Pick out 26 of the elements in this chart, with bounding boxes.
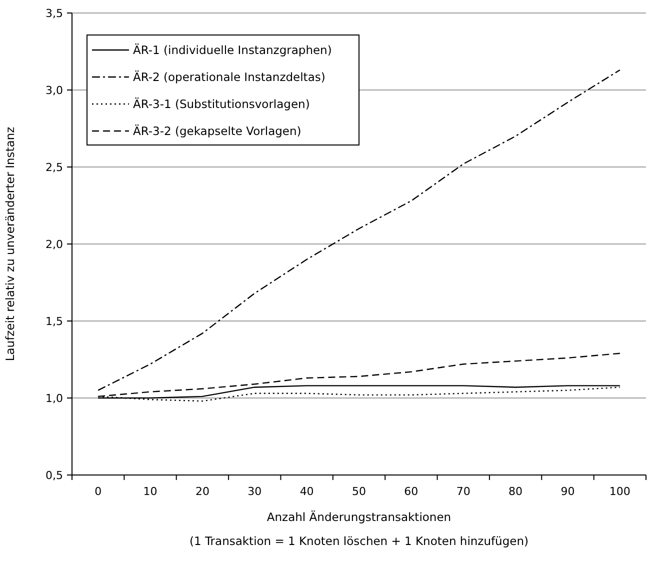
y-tick-label: 2,5: [46, 160, 63, 174]
x-tick-label: 70: [456, 485, 470, 498]
y-tick-label: 2,0: [46, 238, 63, 251]
y-tick-label: 3,5: [46, 6, 63, 20]
y-tick-label: 3,0: [46, 84, 63, 97]
legend-label: ÄR-3-1 (Substitutionsvorlagen): [133, 97, 310, 112]
legend-label: ÄR-2 (operationale Instanzdeltas): [133, 70, 326, 84]
x-tick-label: 10: [143, 485, 158, 498]
y-tick-label: 0,5: [46, 468, 63, 482]
x-tick-label: 20: [195, 485, 210, 498]
x-tick-label: 80: [508, 485, 523, 498]
x-tick-label: 50: [352, 485, 366, 498]
x-tick-label: 100: [609, 485, 630, 498]
y-tick-label: 1,5: [46, 314, 63, 328]
x-tick-label: 40: [300, 485, 314, 498]
x-tick-label: 30: [248, 485, 262, 498]
x-tick-label: 60: [404, 485, 418, 498]
y-axis-title: Laufzeit relativ zu unveränderter Instanz: [3, 126, 17, 362]
x-axis-title: Anzahl Änderungstransaktionen: [266, 510, 452, 524]
legend-label: ÄR-1 (individuelle Instanzgraphen): [133, 43, 332, 58]
x-tick-label: 0: [94, 485, 102, 498]
line-series: [97, 69, 621, 391]
legend-label: ÄR-3-2 (gekapselte Vorlagen): [133, 124, 302, 138]
text: (1 Transaktion = 1 Knoten löschen + 1 Knoten hinzufügen): [190, 534, 528, 548]
y-tick-label: 1,0: [46, 392, 63, 405]
x-tick-label: 90: [560, 485, 575, 498]
